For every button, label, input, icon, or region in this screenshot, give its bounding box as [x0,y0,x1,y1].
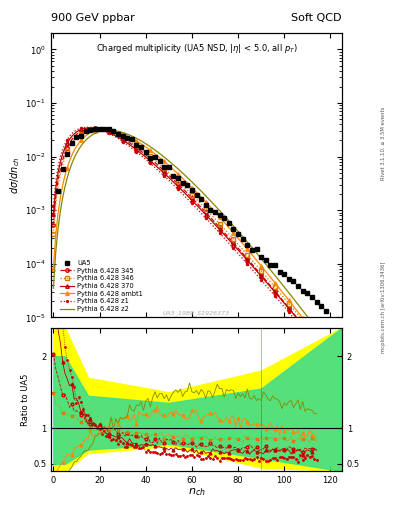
Text: 900 GeV ppbar: 900 GeV ppbar [51,13,135,23]
X-axis label: $n_{ch}$: $n_{ch}$ [187,486,206,498]
Y-axis label: $d\sigma/dn_{ch}$: $d\sigma/dn_{ch}$ [9,157,22,194]
Legend: UA5, Pythia 6.428 345, Pythia 6.428 346, Pythia 6.428 370, Pythia 6.428 ambt1, P: UA5, Pythia 6.428 345, Pythia 6.428 346,… [57,257,145,314]
Y-axis label: Ratio to UA5: Ratio to UA5 [21,373,30,425]
Text: mcplots.cern.ch [arXiv:1306.3436]: mcplots.cern.ch [arXiv:1306.3436] [381,262,386,353]
Text: Soft QCD: Soft QCD [292,13,342,23]
Text: Charged multiplicity (UA5 NSD, $|\eta|$ < 5.0, all $p_T$): Charged multiplicity (UA5 NSD, $|\eta|$ … [95,42,298,55]
Text: UA5_1989_S1926373: UA5_1989_S1926373 [163,310,230,316]
Text: Rivet 3.1.10, ≥ 3.5M events: Rivet 3.1.10, ≥ 3.5M events [381,106,386,180]
